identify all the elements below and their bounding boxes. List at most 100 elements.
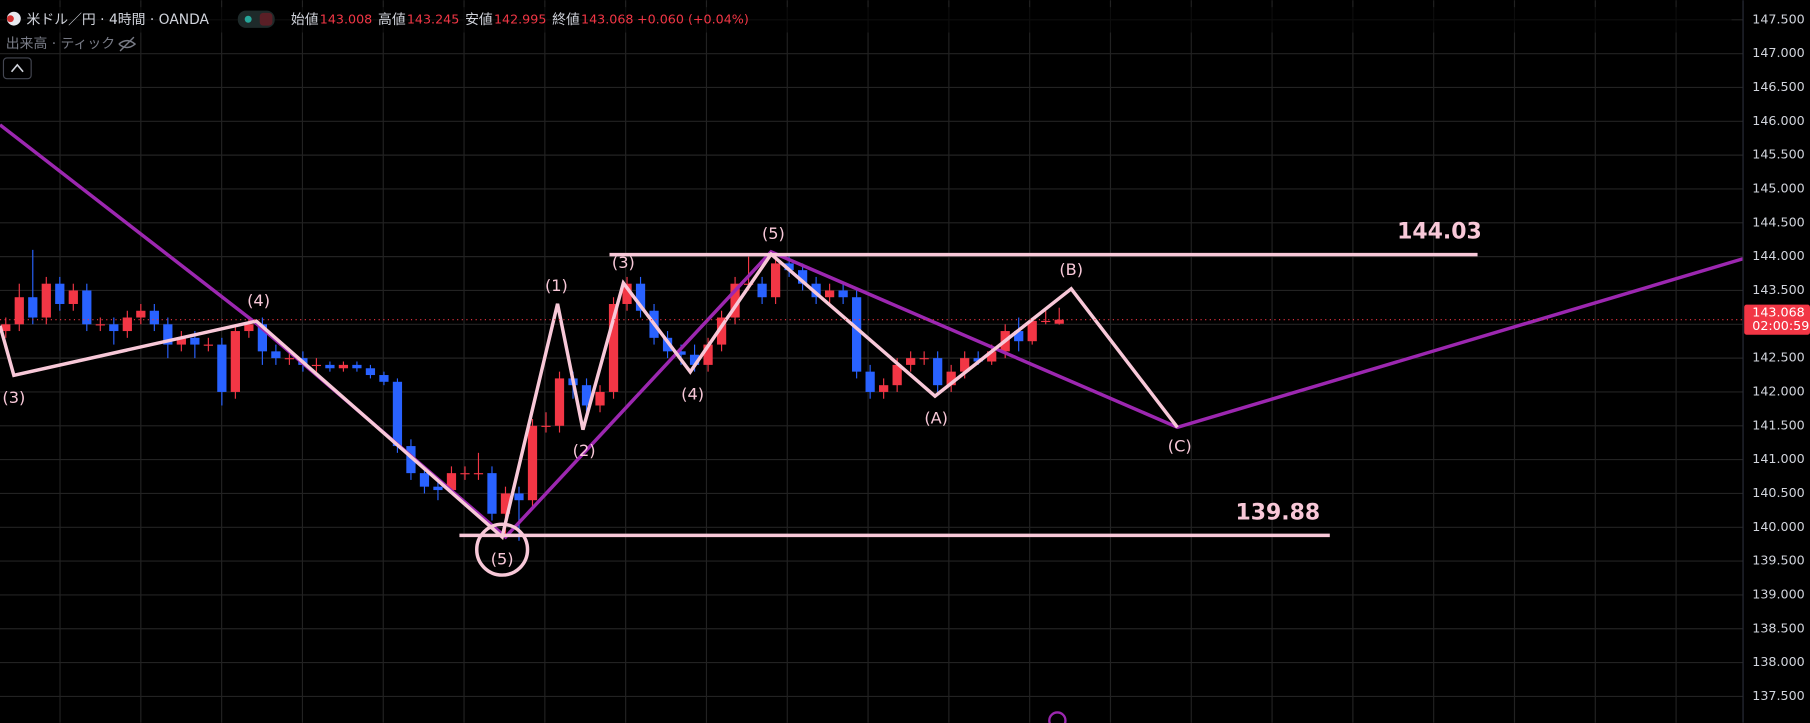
candle-body [68, 290, 78, 304]
candle-body [892, 364, 902, 386]
candle-body [230, 331, 240, 392]
candle-body [811, 283, 821, 298]
candle-body [338, 364, 349, 369]
y-tick-label: 145.500 [1752, 147, 1804, 162]
candle-body [689, 354, 700, 365]
wave-label: (5) [491, 550, 514, 569]
candle-body [244, 324, 254, 332]
wave-circle [475, 522, 530, 577]
candle-body [500, 493, 511, 514]
candle-body [730, 283, 740, 318]
candle-body [635, 283, 646, 311]
candle-body [581, 385, 592, 406]
wave-label: (B) [1059, 260, 1083, 279]
ohlc-label: 終値 [552, 12, 580, 28]
y-tick-label: 147.500 [1752, 11, 1804, 26]
candle-body [95, 324, 105, 326]
candle-body [622, 283, 632, 304]
candle-body [608, 303, 619, 392]
candle-body [122, 317, 132, 332]
candle-body [662, 337, 673, 352]
candle-body [136, 310, 146, 318]
candle-body [1054, 319, 1064, 324]
collapse-icon [10, 63, 24, 73]
y-tick-label: 147.000 [1752, 45, 1804, 60]
candle-body [55, 283, 65, 304]
candle-body [325, 364, 335, 369]
wave-label: (1) [545, 276, 568, 295]
ohlc-value: 143.245 [407, 11, 459, 26]
candle-body [906, 358, 916, 365]
candle-body [190, 337, 200, 345]
symbol-icon-flag [6, 15, 14, 23]
candle-body [852, 297, 862, 372]
candle-body [109, 324, 119, 332]
status-dot [244, 15, 252, 23]
collapse-button[interactable] [2, 57, 32, 80]
candle-body [28, 297, 38, 318]
price-tag-countdown: 02:00:59 [1752, 318, 1809, 333]
wave-label: (4) [247, 291, 270, 310]
wave-label: (A) [924, 409, 948, 428]
y-tick-label: 137.500 [1752, 688, 1804, 703]
y-tick-label: 139.000 [1752, 586, 1804, 601]
y-tick-label: 143.500 [1752, 282, 1804, 297]
volume-legend: 出来高 · ティック [6, 35, 115, 52]
candle-body [203, 344, 213, 346]
candle-body [176, 337, 186, 345]
candle-body [163, 324, 173, 345]
y-tick-label: 142.500 [1752, 350, 1804, 365]
candle-body [716, 317, 727, 345]
y-tick-label: 138.000 [1752, 654, 1804, 669]
price-change: +0.060 (+0.04%) [637, 11, 749, 26]
candle-body [82, 290, 92, 325]
wave-label: (5) [762, 224, 785, 243]
ohlc-label: 高値 [378, 11, 406, 28]
ohlc-label: 始値 [291, 12, 319, 28]
ohlc-label: 安値 [465, 12, 493, 28]
y-tick-label: 144.000 [1752, 248, 1804, 263]
level-label: 144.03 [1397, 220, 1482, 245]
candle-body [311, 364, 322, 367]
candle-body [1, 324, 11, 332]
header-bg [0, 7, 1732, 33]
candle-body [392, 381, 403, 447]
status-flag [259, 12, 273, 26]
candle-body [987, 351, 997, 362]
candle-body [271, 351, 281, 359]
candle-body [757, 283, 767, 298]
candle-body [365, 368, 376, 376]
candle-body [784, 263, 794, 271]
y-tick-label: 142.000 [1752, 383, 1804, 398]
candle-body [14, 297, 24, 325]
price-tag [1744, 304, 1810, 335]
alert-icon[interactable] [1048, 711, 1067, 723]
candle-body [460, 473, 470, 475]
candle-body [446, 473, 457, 491]
symbol-title: 米ドル／円 · 4時間 · OANDA [27, 12, 210, 28]
candle-body [284, 358, 295, 360]
candle-body [257, 324, 267, 352]
candle-body [473, 473, 484, 475]
candle-body [419, 473, 430, 487]
hide-icon[interactable] [118, 36, 137, 52]
wave-label: (4) [681, 384, 704, 403]
candle-body [554, 378, 565, 426]
candle-body [487, 473, 497, 514]
candle-body [960, 358, 970, 372]
y-tick-label: 138.500 [1752, 620, 1804, 635]
candle-body [595, 391, 605, 406]
y-tick-label: 141.000 [1752, 451, 1804, 466]
ohlc-value: 142.995 [494, 11, 546, 26]
y-tick-label: 140.500 [1752, 485, 1804, 500]
level-label: 139.88 [1236, 500, 1321, 525]
y-tick-label: 146.000 [1752, 113, 1804, 128]
wave-drawing [0, 251, 1179, 541]
candle-body [919, 358, 929, 360]
y-tick-label: 141.500 [1752, 417, 1804, 432]
wave-label: (3) [2, 388, 25, 407]
candle-body [1041, 320, 1051, 323]
candle-body [770, 263, 781, 298]
candle-body [865, 371, 875, 392]
candle-body [933, 358, 943, 386]
